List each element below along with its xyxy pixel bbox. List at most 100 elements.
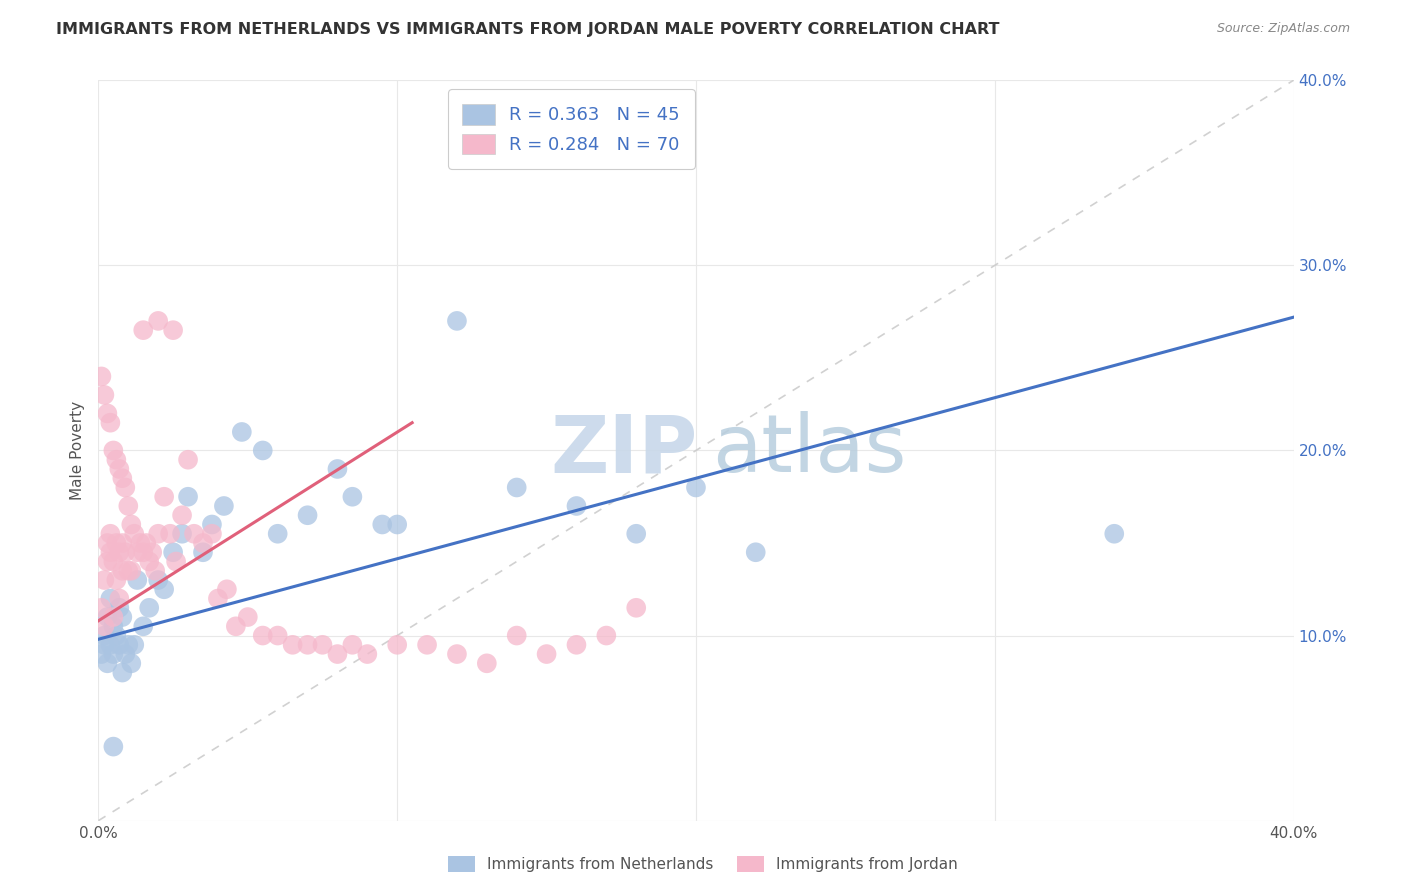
Point	[183, 526, 205, 541]
Point	[148, 314, 170, 328]
Point	[148, 573, 170, 587]
Point	[114, 481, 136, 495]
Point	[96, 536, 118, 550]
Point	[132, 619, 155, 633]
Point	[385, 517, 409, 532]
Point	[416, 638, 439, 652]
Point	[626, 526, 648, 541]
Point	[114, 647, 136, 661]
Point	[267, 526, 290, 541]
Point	[172, 526, 194, 541]
Point	[342, 490, 364, 504]
Point	[506, 481, 529, 495]
Point	[105, 452, 128, 467]
Point	[111, 536, 134, 550]
Point	[120, 657, 142, 671]
Point	[153, 490, 176, 504]
Point	[93, 638, 115, 652]
Point	[212, 499, 235, 513]
Point	[297, 508, 319, 523]
Point	[138, 600, 160, 615]
Point	[385, 638, 409, 652]
Point	[1104, 526, 1126, 541]
Point	[536, 647, 558, 661]
Point	[117, 564, 139, 578]
Point	[342, 638, 364, 652]
Point	[108, 545, 131, 559]
Point	[117, 638, 139, 652]
Point	[138, 554, 160, 569]
Point	[201, 517, 224, 532]
Point	[267, 628, 290, 642]
Point	[135, 536, 157, 550]
Point	[475, 657, 498, 671]
Point	[207, 591, 229, 606]
Point	[201, 526, 224, 541]
Point	[371, 517, 394, 532]
Point	[98, 545, 122, 559]
Point	[93, 619, 115, 633]
Point	[93, 628, 115, 642]
Point	[446, 314, 468, 328]
Point	[103, 619, 125, 633]
Point	[124, 638, 146, 652]
Point	[165, 554, 187, 569]
Point	[108, 600, 131, 615]
Point	[127, 545, 149, 559]
Point	[111, 665, 134, 680]
Point	[105, 628, 128, 642]
Point	[93, 388, 115, 402]
Point	[132, 323, 155, 337]
Point	[93, 573, 115, 587]
Point	[326, 462, 349, 476]
Point	[98, 416, 122, 430]
Point	[129, 536, 152, 550]
Point	[98, 591, 122, 606]
Point	[595, 628, 617, 642]
Point	[108, 638, 131, 652]
Point	[311, 638, 333, 652]
Point	[103, 443, 125, 458]
Point	[132, 545, 155, 559]
Point	[215, 582, 238, 597]
Point	[96, 610, 118, 624]
Point	[105, 573, 128, 587]
Point	[159, 526, 181, 541]
Point	[297, 638, 319, 652]
Point	[90, 600, 112, 615]
Point	[90, 647, 112, 661]
Point	[236, 610, 259, 624]
Point	[96, 657, 118, 671]
Point	[96, 554, 118, 569]
Point	[231, 425, 253, 439]
Point	[565, 638, 588, 652]
Point	[356, 647, 378, 661]
Point	[143, 564, 166, 578]
Point	[626, 600, 648, 615]
Point	[96, 407, 118, 421]
Point	[172, 508, 194, 523]
Point	[120, 564, 142, 578]
Point	[117, 499, 139, 513]
Text: atlas: atlas	[713, 411, 907, 490]
Point	[252, 628, 274, 642]
Point	[111, 610, 134, 624]
Point	[252, 443, 274, 458]
Legend: R = 0.363   N = 45, R = 0.284   N = 70: R = 0.363 N = 45, R = 0.284 N = 70	[449, 89, 695, 169]
Point	[114, 545, 136, 559]
Point	[281, 638, 304, 652]
Point	[98, 526, 122, 541]
Text: IMMIGRANTS FROM NETHERLANDS VS IMMIGRANTS FROM JORDAN MALE POVERTY CORRELATION C: IMMIGRANTS FROM NETHERLANDS VS IMMIGRANT…	[56, 22, 1000, 37]
Point	[111, 564, 134, 578]
Point	[191, 536, 214, 550]
Point	[103, 610, 125, 624]
Point	[105, 536, 128, 550]
Point	[506, 628, 529, 642]
Point	[103, 554, 125, 569]
Point	[177, 490, 200, 504]
Point	[124, 526, 146, 541]
Point	[685, 481, 707, 495]
Point	[148, 526, 170, 541]
Point	[162, 323, 184, 337]
Point	[153, 582, 176, 597]
